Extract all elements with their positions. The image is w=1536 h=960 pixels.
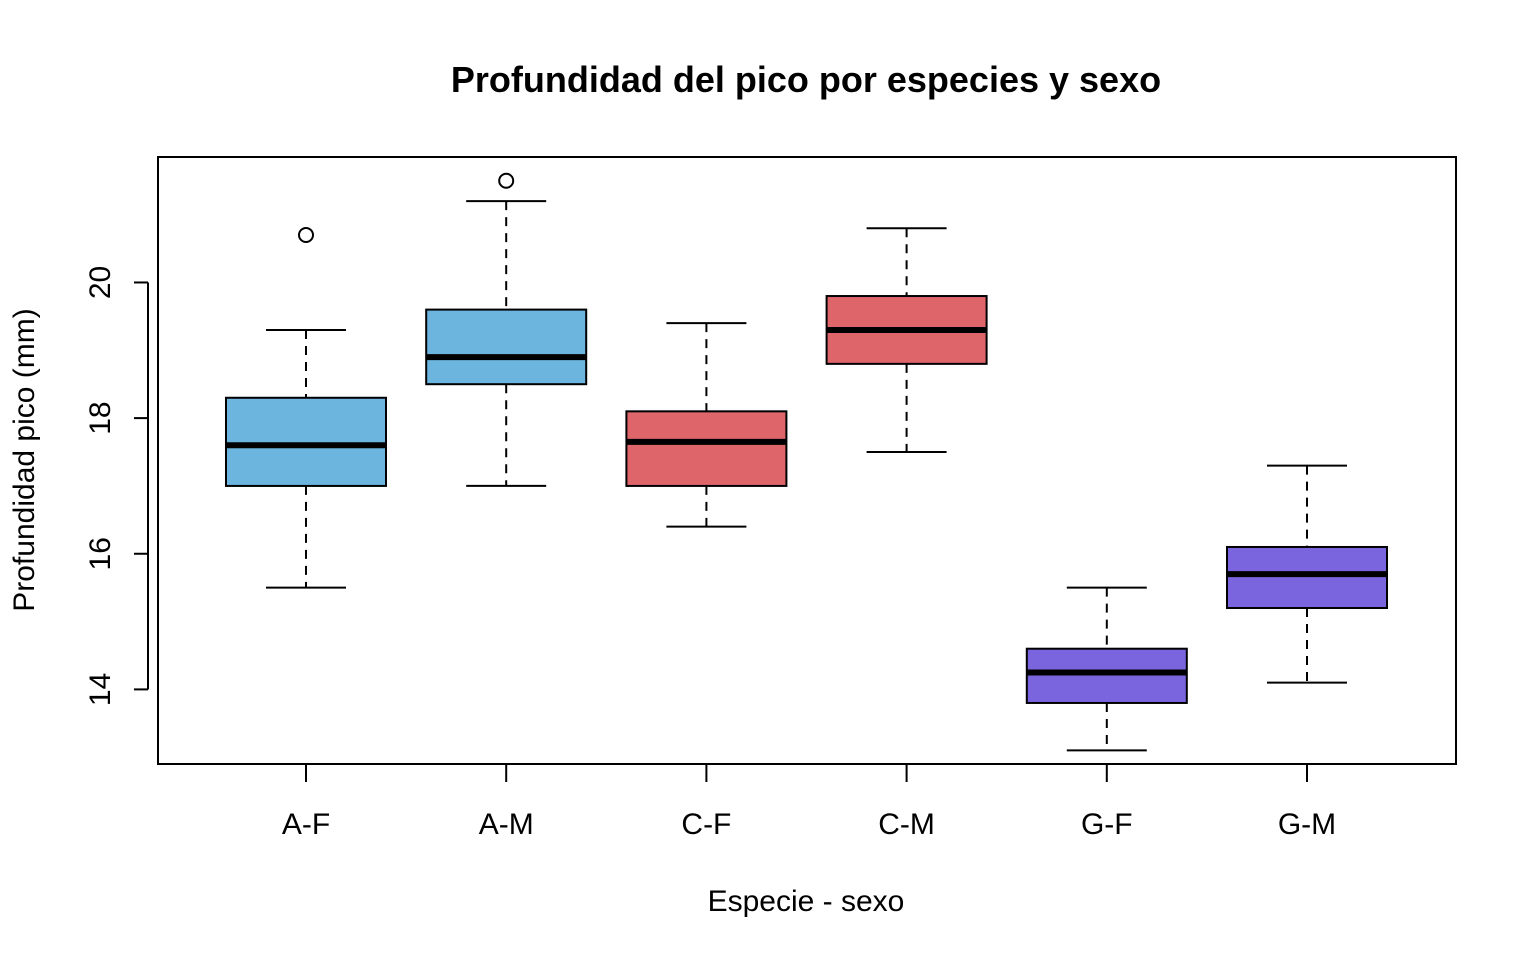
y-axis-label: Profundidad pico (mm) [8, 308, 41, 611]
iqr-box [425, 308, 588, 386]
y-tick-label: 20 [84, 266, 117, 299]
iqr-box [225, 396, 387, 487]
iqr-box [1226, 545, 1388, 610]
plot-frame [157, 156, 1457, 765]
y-tick-label: 18 [84, 401, 117, 434]
y-axis: 14 16 18 20 [84, 266, 149, 706]
y-tick-label: 14 [84, 673, 117, 706]
x-axis: A-F A-M C-F C-M G-F G-M [282, 764, 1336, 841]
x-tick-label: C-M [878, 808, 935, 841]
iqr-box [1025, 647, 1188, 704]
box-g-f [1025, 586, 1188, 752]
x-tick-label: A-M [479, 808, 534, 841]
boxes [225, 172, 1388, 752]
chart-title: Profundidad del pico por especies y sexo [451, 59, 1161, 100]
box-c-m [825, 227, 988, 454]
x-tick-label: A-F [282, 808, 330, 841]
x-axis-label: Especie - sexo [708, 885, 905, 918]
box-g-m [1226, 464, 1388, 684]
box-c-f [625, 322, 788, 528]
x-tick-label: G-M [1278, 808, 1336, 841]
outlier-point [298, 226, 314, 243]
box-a-m [425, 172, 588, 487]
iqr-box [625, 410, 788, 487]
x-tick-label: G-F [1081, 808, 1133, 841]
x-tick-label: C-F [681, 808, 731, 841]
outlier-point [498, 172, 515, 189]
y-tick-label: 16 [84, 537, 117, 570]
box-a-f [225, 226, 387, 589]
